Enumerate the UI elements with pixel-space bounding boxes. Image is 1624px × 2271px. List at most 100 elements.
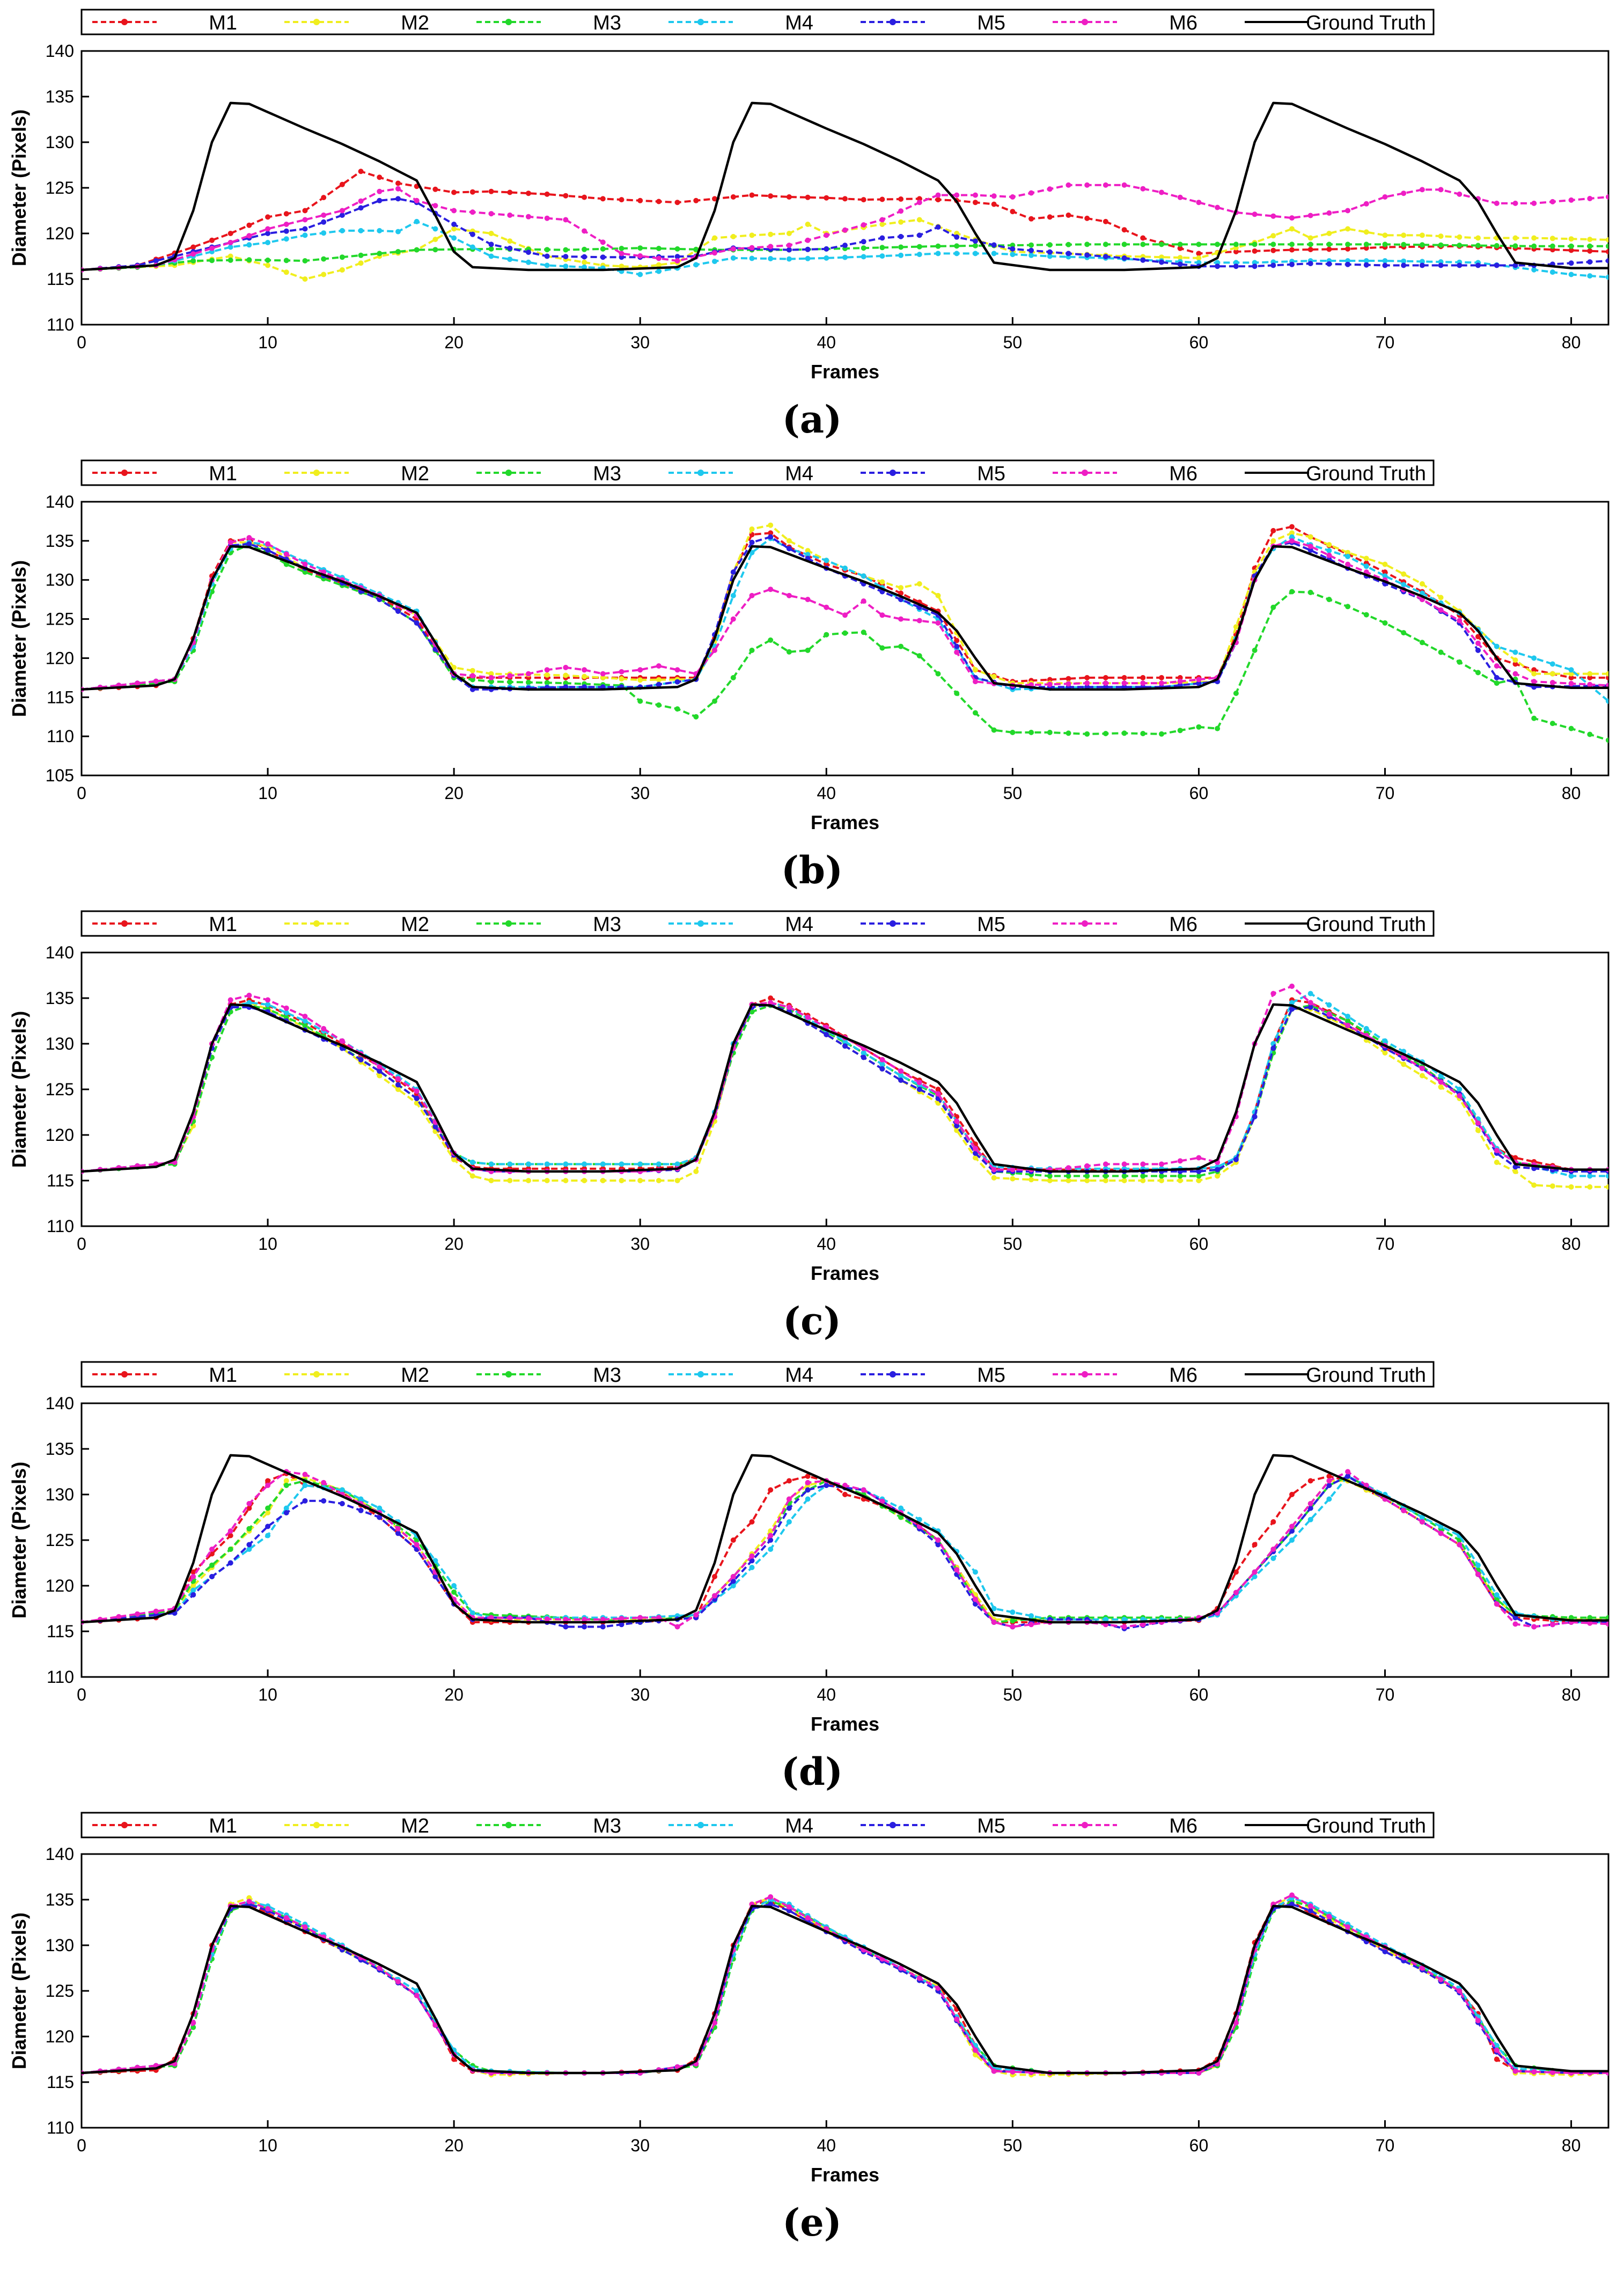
data-point-m6 <box>283 222 289 227</box>
data-point-m1 <box>1326 246 1332 252</box>
data-point-m6 <box>265 1483 271 1488</box>
data-point-m6 <box>377 1064 383 1069</box>
data-point-m6 <box>1438 1976 1444 1982</box>
data-point-m4 <box>600 1161 606 1167</box>
x-tick-label: 70 <box>1376 1234 1395 1254</box>
data-point-m6 <box>1307 1903 1313 1909</box>
data-point-m3 <box>1587 731 1593 737</box>
data-point-m6 <box>1345 1469 1351 1475</box>
data-point-m6 <box>1307 544 1313 550</box>
data-point-m2 <box>656 1178 662 1183</box>
chart-a-svg: M1 M2 M3 M4 M5 M6 Ground Truth 110 115 120 125 130 1… <box>8 9 1610 383</box>
data-point-m1 <box>1326 1474 1332 1479</box>
data-point-m6 <box>414 1088 420 1094</box>
data-point-m6 <box>954 192 960 198</box>
data-point-m5 <box>265 231 271 236</box>
data-point-m1 <box>1345 246 1351 252</box>
data-point-m6 <box>973 1146 978 1152</box>
legend-label: M6 <box>1169 463 1197 485</box>
data-point-m6 <box>526 671 531 677</box>
data-point-m5 <box>1065 251 1071 257</box>
data-point-m6 <box>395 186 401 192</box>
data-point-m4 <box>1568 667 1574 673</box>
data-point-m6 <box>507 673 513 679</box>
data-point-m6 <box>283 551 289 557</box>
data-point-m1 <box>469 189 475 195</box>
data-point-m5 <box>898 1078 904 1083</box>
data-point-m4 <box>1289 534 1295 540</box>
x-tick-label: 80 <box>1562 2136 1581 2155</box>
data-point-m6 <box>135 680 141 686</box>
x-tick-label: 60 <box>1189 783 1209 803</box>
data-point-m5 <box>432 1124 438 1130</box>
y-axis-label: Diameter (Pixels) <box>8 560 30 717</box>
series-markers-m2 <box>82 522 1608 692</box>
data-point-m2 <box>1382 561 1388 567</box>
data-point-m5 <box>1307 1505 1313 1511</box>
data-point-m1 <box>749 192 755 198</box>
data-point-m4 <box>1382 1038 1388 1044</box>
data-point-m5 <box>1121 255 1127 261</box>
data-point-m3 <box>637 245 643 251</box>
data-point-m3 <box>544 247 550 253</box>
data-point-m6 <box>1103 680 1108 686</box>
legend-marker-m5 <box>890 920 896 927</box>
plot-area <box>82 1454 1608 1631</box>
data-point-m4 <box>991 251 997 257</box>
data-point-m4 <box>1345 1014 1351 1019</box>
data-point-m6 <box>1494 663 1500 669</box>
data-point-m4 <box>469 1610 475 1616</box>
data-point-m2 <box>1047 1178 1053 1183</box>
data-point-m6 <box>190 1574 196 1579</box>
data-point-m1 <box>805 194 811 200</box>
data-point-m4 <box>973 1569 978 1575</box>
legend-marker-m2 <box>313 1822 320 1828</box>
data-point-m4 <box>488 253 494 259</box>
data-point-m6 <box>1512 200 1518 206</box>
data-point-m6 <box>1401 191 1407 196</box>
data-point-m1 <box>935 1087 941 1092</box>
data-point-m6 <box>1084 1163 1090 1169</box>
data-point-m6 <box>1587 196 1593 201</box>
data-point-m3 <box>209 1562 215 1568</box>
x-tick-label: 20 <box>444 1234 464 1254</box>
data-point-m2 <box>1512 657 1518 663</box>
data-point-m6 <box>712 2020 717 2026</box>
data-point-m6 <box>1587 682 1593 687</box>
data-point-m5 <box>842 243 848 248</box>
legend-label: M5 <box>977 1815 1005 1837</box>
data-point-m5 <box>879 235 885 241</box>
legend: M1 M2 M3 M4 M5 M6 Ground Truth <box>80 1812 1435 1838</box>
data-point-m3 <box>1233 241 1239 247</box>
data-point-m6 <box>1419 1519 1425 1525</box>
data-point-m5 <box>469 231 475 237</box>
data-point-m3 <box>1401 241 1407 247</box>
data-point-m6 <box>246 1501 252 1506</box>
x-tick-label: 20 <box>444 783 464 803</box>
data-point-m5 <box>246 1542 252 1548</box>
series-markers-m6 <box>82 983 1608 1174</box>
data-point-m3 <box>637 698 643 704</box>
data-point-m6 <box>973 192 978 198</box>
data-point-m3 <box>600 246 606 252</box>
data-point-m1 <box>730 194 736 200</box>
legend-label: Ground Truth <box>1306 463 1426 485</box>
data-point-m5 <box>358 1057 364 1063</box>
series-line-m2 <box>82 1001 1608 1188</box>
data-point-m6 <box>1047 186 1053 192</box>
data-point-m5 <box>1177 261 1183 267</box>
data-point-m3 <box>1549 721 1555 727</box>
data-point-m3 <box>1252 647 1258 653</box>
data-point-m5 <box>1475 262 1481 268</box>
data-point-m6 <box>339 208 345 214</box>
data-point-m5 <box>1307 1005 1313 1010</box>
data-point-m5 <box>321 1498 327 1504</box>
data-point-m3 <box>227 257 233 263</box>
data-point-m6 <box>414 197 420 203</box>
data-point-m4 <box>954 251 960 257</box>
data-point-m3 <box>1587 1615 1593 1621</box>
data-point-m6 <box>730 1574 736 1579</box>
caption-b: (b) <box>0 848 1624 892</box>
data-point-m1 <box>824 561 829 567</box>
legend-marker-m4 <box>697 920 704 927</box>
